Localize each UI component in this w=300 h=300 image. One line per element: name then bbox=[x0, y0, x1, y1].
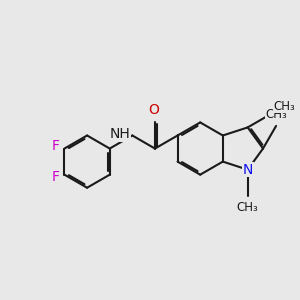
Text: CH₃: CH₃ bbox=[273, 100, 295, 113]
Text: N: N bbox=[242, 163, 253, 177]
Text: F: F bbox=[51, 139, 59, 153]
Text: NH: NH bbox=[109, 127, 130, 141]
Text: CH₃: CH₃ bbox=[237, 201, 259, 214]
Text: O: O bbox=[148, 103, 159, 117]
Text: F: F bbox=[51, 170, 59, 184]
Text: CH₃: CH₃ bbox=[265, 108, 287, 121]
